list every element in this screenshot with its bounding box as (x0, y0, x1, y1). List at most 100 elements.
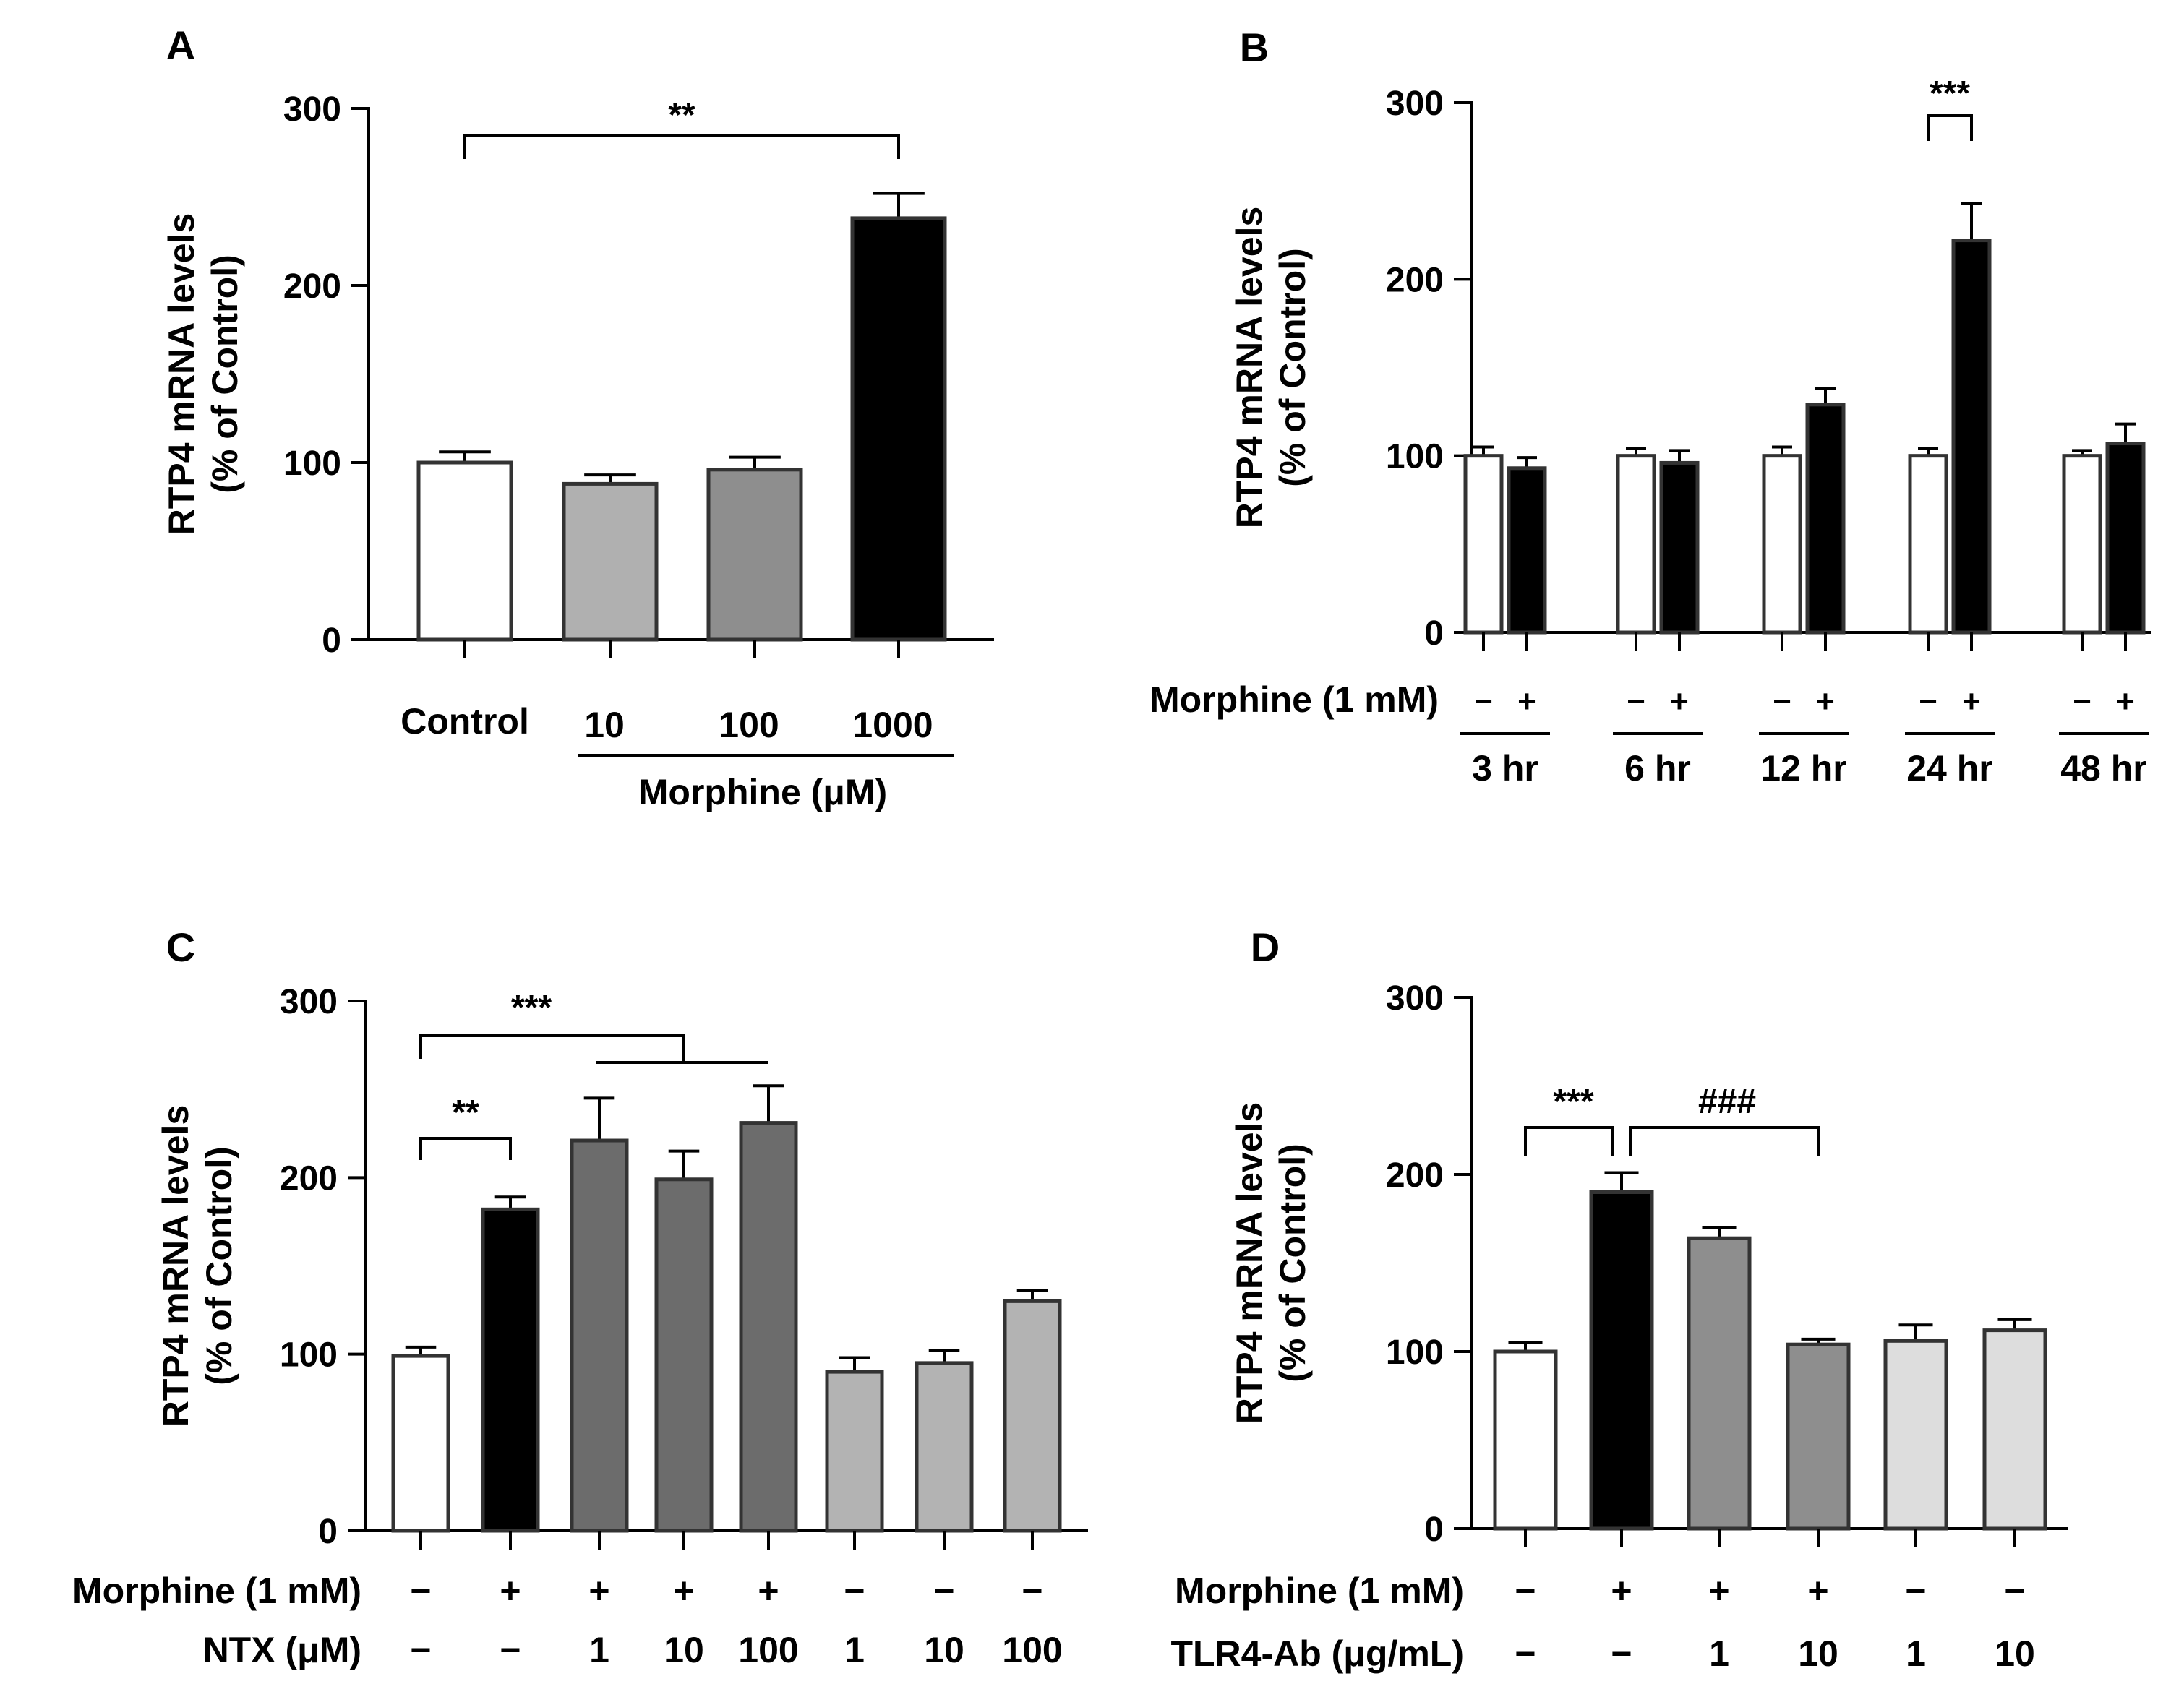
panel-c-row-cell: + (500, 1571, 521, 1611)
panel-b-treatment-sign: + (1962, 684, 1981, 719)
panel-b-treatment-sign: + (1670, 684, 1689, 719)
panel-c-sig-bracket-1 (419, 1137, 512, 1160)
panel-b-6 hr-minus-bar (1616, 454, 1656, 635)
panel-d-ylabel-1: RTP4 mRNA levels (1229, 1102, 1269, 1425)
panel-c-bar-4-bar (739, 1121, 798, 1533)
panel-c-bar-6-bar (915, 1361, 974, 1533)
panel-a-xlabel: 10 (584, 705, 625, 745)
panel-d-row-cell: − (1515, 1633, 1536, 1674)
panel-b-12 hr-plus-bar (1805, 403, 1846, 635)
panel-d-row-cell: 10 (1995, 1633, 2035, 1674)
panel-c-bar-3-bar (654, 1177, 714, 1533)
panel-a-100-bar (706, 468, 803, 642)
panel-b-ytick-label: 100 (1386, 438, 1444, 476)
panel-d-sig-label-1: *** (1553, 1083, 1593, 1121)
panel-a-10-bar (562, 481, 659, 642)
panel-b-24 hr-plus-bar (1951, 239, 1992, 635)
panel-d-ytick-label: 100 (1386, 1333, 1444, 1372)
panel-b-group-label: 6 hr (1624, 748, 1691, 789)
panel-d-row-cell: − (1611, 1633, 1632, 1674)
panel-a-label: A (166, 22, 195, 68)
panel-b-ytick-label: 200 (1386, 261, 1444, 299)
panel-b-sig-bracket (1927, 114, 1973, 141)
panel-d-sig-bracket-1 (1524, 1126, 1614, 1156)
panel-b-treatment-label: Morphine (1 mM) (1149, 679, 1439, 720)
panel-c-bar-1-bar (481, 1207, 540, 1533)
panel-b-treatment-sign: − (1773, 684, 1791, 719)
panel-c-ytick-label: 300 (280, 983, 338, 1021)
panel-b-treatment-sign: − (1474, 684, 1493, 719)
panel-d-row-cell: + (1611, 1571, 1632, 1611)
panel-d-bar-0-bar (1493, 1349, 1558, 1531)
panel-a-ytick-label: 200 (283, 267, 341, 306)
panel-c-sig-label-1: ** (452, 1094, 479, 1132)
panel-c-bar-0-bar (391, 1354, 450, 1533)
panel-b-6 hr-plus-bar (1659, 460, 1700, 635)
panel-b-ylabel-2: (% of Control) (1272, 248, 1313, 486)
panel-c-bar-7-bar (1003, 1299, 1062, 1533)
panel-d-row-cell: − (1515, 1571, 1536, 1611)
panel-a-ylabel-2: (% of Control) (205, 254, 245, 493)
panel-a-ytick-label: 0 (322, 622, 341, 660)
panel-d-row-cell: + (1708, 1571, 1729, 1611)
panel-d-sig-label-2: ### (1698, 1083, 1756, 1121)
panel-c-row-label: Morphine (1 mM) (72, 1571, 361, 1611)
panel-b-12 hr-minus-bar (1762, 454, 1802, 635)
panel-b-3 hr-minus-bar (1463, 454, 1504, 635)
panel-d-bar-2-bar (1687, 1236, 1752, 1531)
panel-b-24 hr-minus-bar (1908, 454, 1948, 635)
panel-b-ylabel-1: RTP4 mRNA levels (1229, 207, 1269, 529)
panel-c-row-cell: 10 (664, 1630, 704, 1670)
panel-c-sig-bracket-2 (419, 1034, 685, 1062)
panel-a-xlabel: 100 (719, 705, 779, 745)
panel-c-row-cell: − (933, 1571, 954, 1611)
panel-a-ytick-label: 300 (283, 90, 341, 129)
panel-d-row-label: TLR4-Ab (μg/mL) (1170, 1633, 1464, 1674)
panel-a-Control-bar (416, 460, 513, 642)
panel-c-ytick-label: 0 (318, 1513, 338, 1551)
panel-c-ylabel-2: (% of Control) (199, 1146, 239, 1385)
panel-b-treatment-sign: + (2116, 684, 2135, 719)
panel-b-treatment-sign: + (1816, 684, 1835, 719)
panel-d-row-cell: − (1905, 1571, 1926, 1611)
panel-d-ytick-label: 200 (1386, 1156, 1444, 1195)
panel-c-row-cell: − (410, 1630, 431, 1670)
panel-a-sig-label: ** (668, 96, 695, 134)
panel-d-row-cell: + (1807, 1571, 1828, 1611)
panel-d-ytick-label: 300 (1386, 979, 1444, 1018)
panel-d-row-cell: 1 (1709, 1633, 1729, 1674)
panel-c-sig-label-2: *** (511, 989, 552, 1027)
panel-b-group-label: 12 hr (1760, 748, 1847, 789)
panel-c-row-cell: − (844, 1571, 865, 1611)
panel-b-48 hr-minus-bar (2062, 454, 2102, 635)
panel-d-bar-4-bar (1883, 1339, 1948, 1531)
panel-c-ytick-label: 100 (280, 1336, 338, 1375)
panel-c-row-cell: + (758, 1571, 779, 1611)
panel-d-row-cell: − (2004, 1571, 2025, 1611)
panel-d-bar-5-bar (1982, 1328, 2047, 1531)
panel-b-sig-label: *** (1930, 74, 1970, 113)
panel-c-label: C (166, 924, 195, 970)
panel-b-treatment-sign: + (1517, 684, 1536, 719)
panel-a-sig-bracket (463, 134, 900, 159)
panel-c-row-cell: 10 (924, 1630, 964, 1670)
panel-b-ytick-label: 0 (1424, 614, 1444, 653)
panel-c-ytick-label: 200 (280, 1159, 338, 1198)
panel-c-row-cell: 100 (1002, 1630, 1062, 1670)
panel-d-row-cell: 10 (1798, 1633, 1838, 1674)
panel-b-label: B (1240, 25, 1269, 70)
panel-c-row-cell: 1 (844, 1630, 865, 1670)
panel-c-row-cell: − (1022, 1571, 1042, 1611)
panel-a-1000-bar (850, 216, 947, 642)
panel-d-ylabel-2: (% of Control) (1272, 1143, 1313, 1382)
panel-a-group-label: Morphine (μM) (638, 772, 887, 812)
panel-c-row-cell: + (588, 1571, 609, 1611)
panel-c-row-cell: − (500, 1630, 521, 1670)
panel-a-xlabel-control: Control (401, 701, 529, 742)
panel-a-xlabel: 1000 (852, 705, 933, 745)
panel-b-treatment-sign: − (1919, 684, 1937, 719)
panel-b-group-label: 24 hr (1906, 748, 1993, 789)
panel-c-row-cell: + (673, 1571, 694, 1611)
